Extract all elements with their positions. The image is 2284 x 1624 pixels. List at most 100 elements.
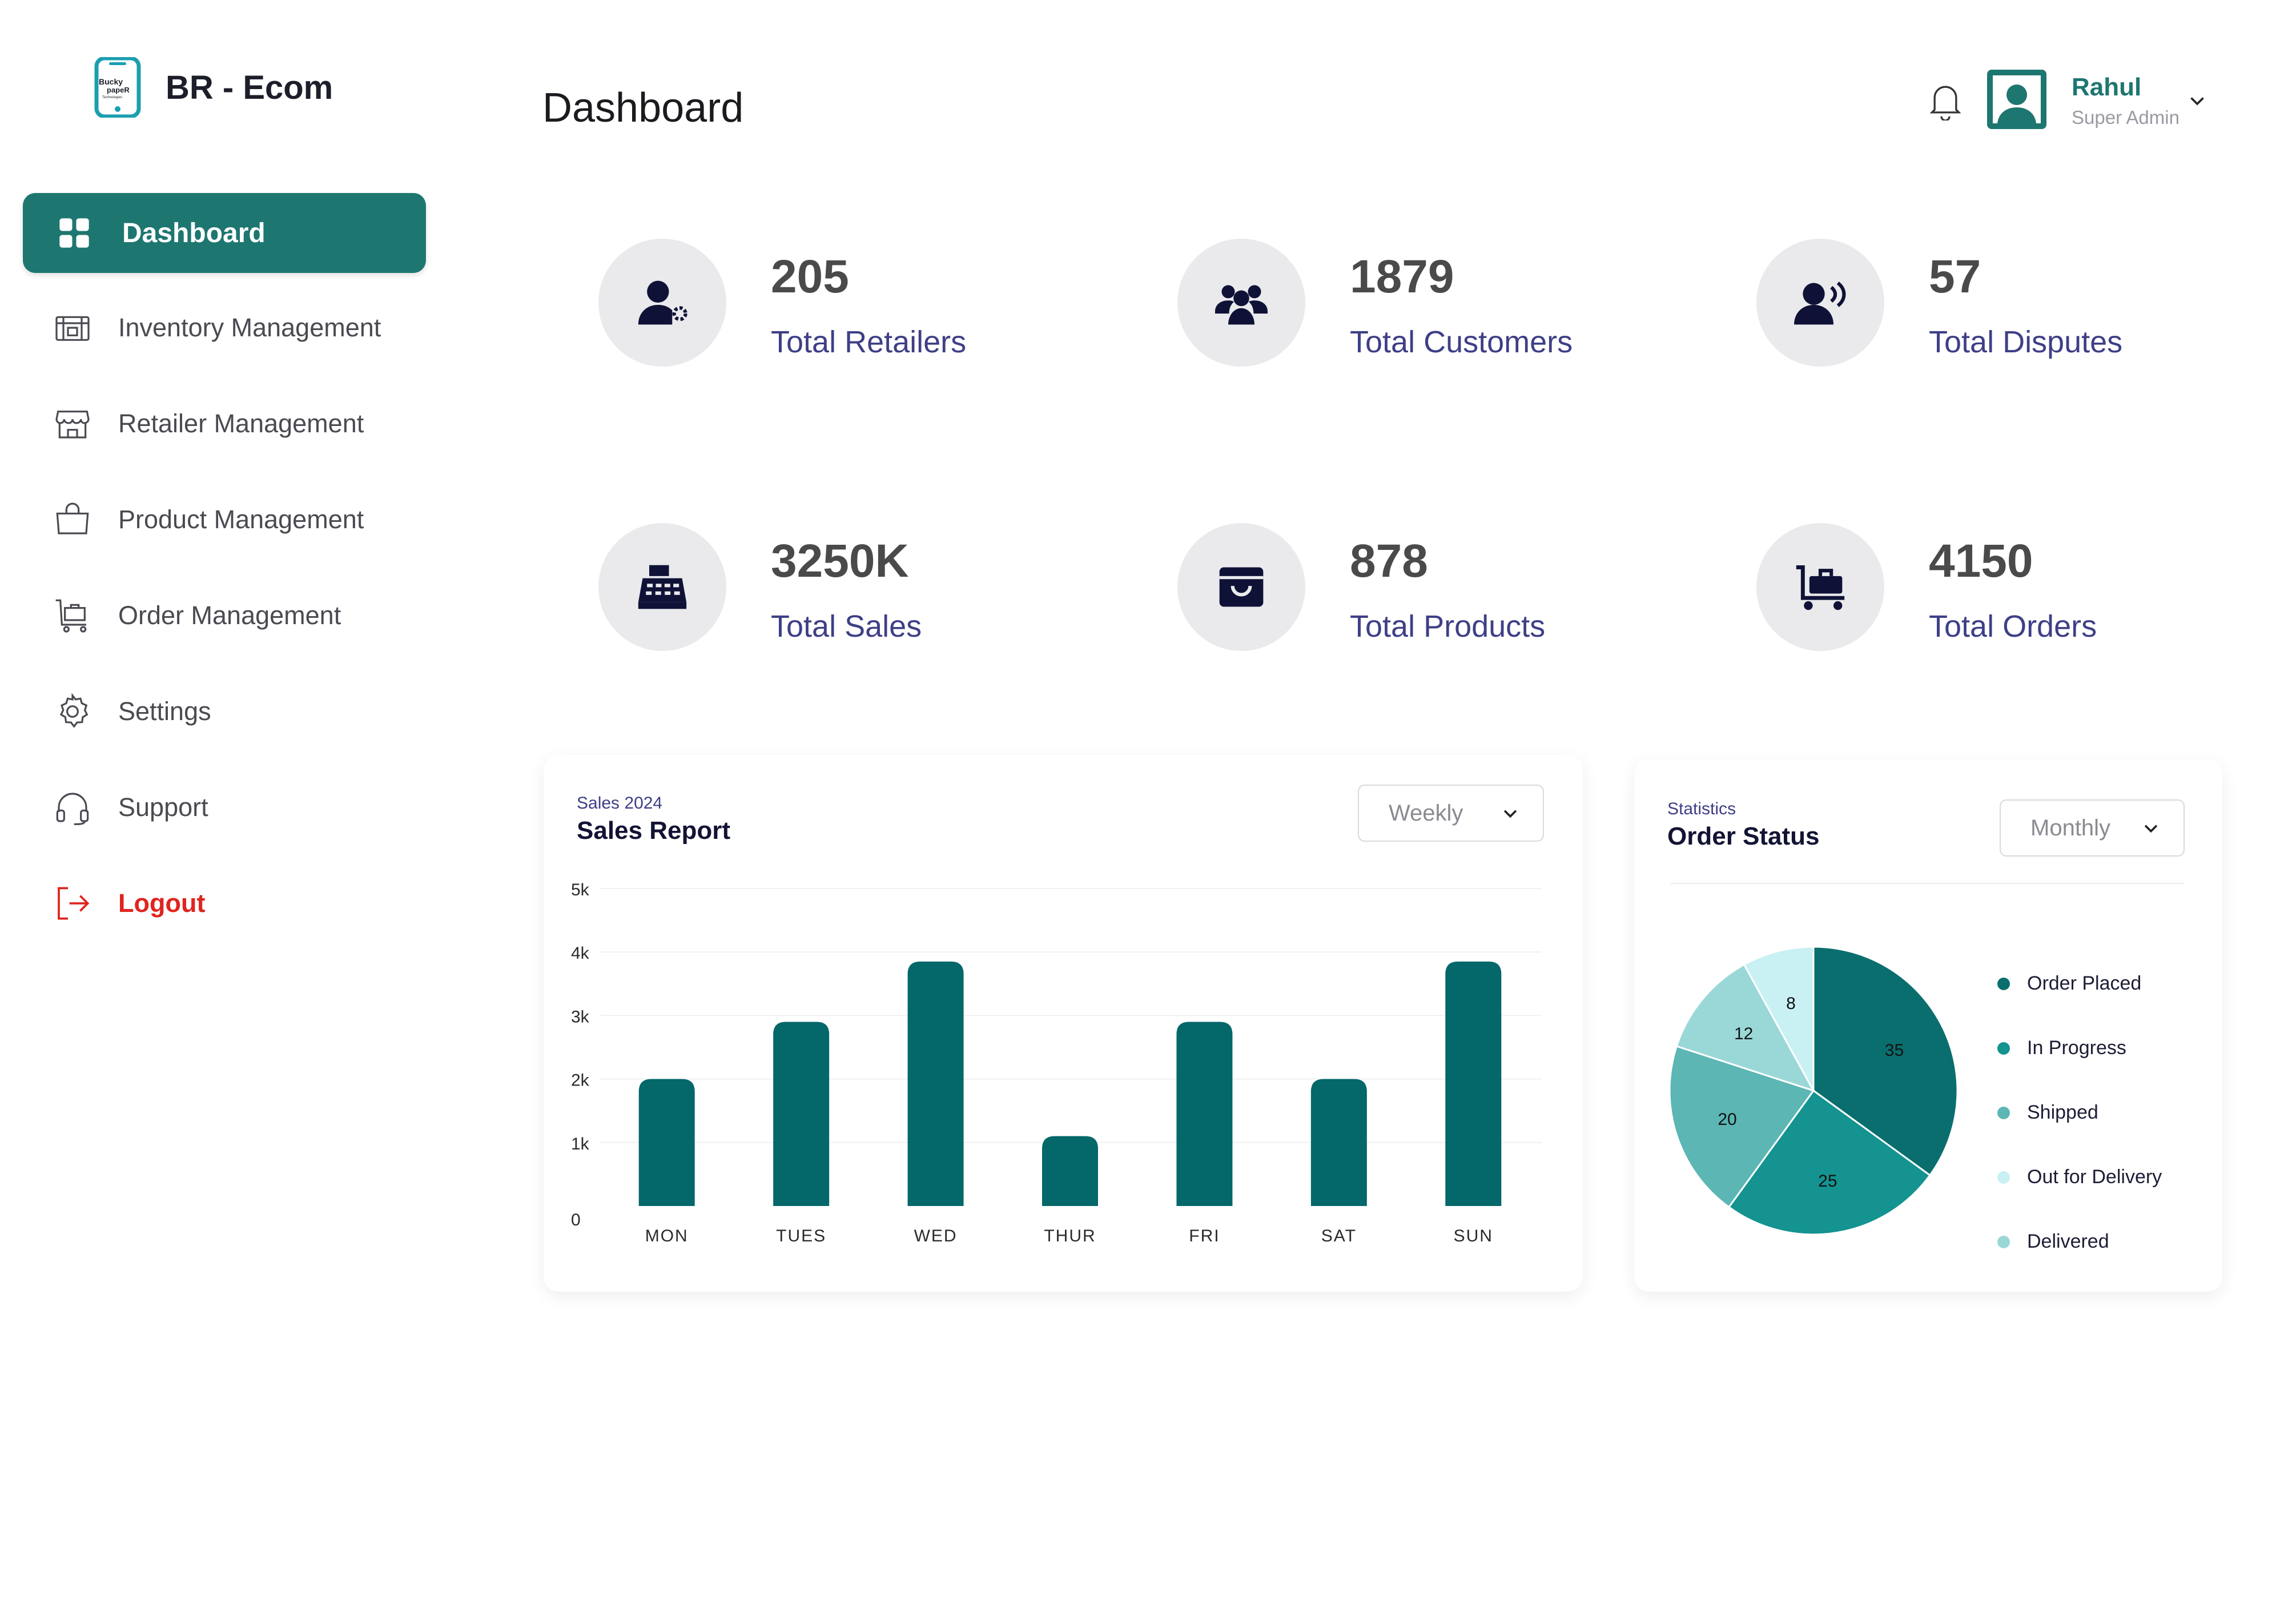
stat-label: Total Orders — [1929, 609, 2097, 644]
headset-icon — [56, 793, 89, 825]
pie-slice-order-placed[interactable] — [1812, 946, 1959, 1177]
bar-wed[interactable] — [907, 961, 964, 1206]
register-icon — [638, 565, 687, 609]
brand-name: BR - Ecom — [166, 69, 333, 106]
pie-slice-delivered[interactable] — [1675, 963, 1816, 1092]
chevron-down-icon[interactable] — [2187, 90, 2207, 111]
sales-period-dropdown[interactable]: Weekly — [1358, 785, 1544, 842]
user-name[interactable]: Rahul — [2072, 73, 2142, 101]
legend-item[interactable]: Out for Delivery — [1997, 1145, 2162, 1209]
legend-item[interactable]: In Progress — [1997, 1016, 2162, 1080]
stat-value: 57 — [1929, 251, 1981, 303]
x-tick-label: WED — [914, 1227, 958, 1245]
sales-report-subtitle: Sales 2024 — [577, 794, 663, 813]
bar-thur[interactable] — [1042, 1136, 1098, 1206]
sidebar-item-label: Inventory Management — [118, 313, 381, 342]
sidebar-item-label: Product Management — [118, 505, 364, 534]
pie-slice-label: 8 — [1786, 994, 1796, 1013]
sidebar-item-label: Retailer Management — [118, 409, 364, 438]
y-tick-label: 2k — [571, 1071, 590, 1090]
pie-legend: Order Placed In Progress Shipped Out for De… — [1997, 951, 2162, 1274]
stat-icon-circle — [598, 523, 726, 651]
legend-item[interactable]: Shipped — [1997, 1080, 2162, 1145]
sidebar-item-inventory-management[interactable]: Inventory Management — [23, 288, 426, 368]
legend-label: Shipped — [2027, 1102, 2098, 1123]
grid-icon — [59, 218, 89, 248]
pie-slice-label: 35 — [1885, 1041, 1904, 1060]
y-tick-label: 0 — [571, 1211, 581, 1229]
bar-mon[interactable] — [638, 1079, 695, 1206]
y-tick-label: 4k — [571, 944, 590, 963]
stat-value: 3250K — [771, 535, 909, 587]
sidebar-item-support[interactable]: Support — [23, 767, 426, 847]
sidebar-item-label: Order Management — [118, 601, 341, 630]
x-tick-label: FRI — [1189, 1227, 1220, 1245]
sidebar-item-order-management[interactable]: Order Management — [23, 576, 426, 656]
bell-icon[interactable] — [1929, 83, 1962, 120]
sidebar-item-label: Dashboard — [122, 218, 266, 248]
sidebar-item-product-management[interactable]: Product Management — [23, 480, 426, 560]
legend-label: Order Placed — [2027, 972, 2142, 994]
status-period-dropdown[interactable]: Monthly — [2000, 799, 2185, 857]
legend-item[interactable]: Order Placed — [1997, 951, 2162, 1016]
sidebar-item-label: Settings — [118, 697, 211, 726]
pie-slice-label: 12 — [1734, 1024, 1753, 1043]
retailer-icon — [638, 280, 687, 325]
sales-report-title: Sales Report — [577, 817, 730, 845]
chevron-down-icon — [1503, 810, 1517, 818]
sidebar-item-logout[interactable]: Logout — [23, 863, 426, 943]
bar-sat[interactable] — [1310, 1079, 1367, 1206]
x-tick-label: TUES — [776, 1227, 826, 1245]
stat-label: Total Customers — [1350, 325, 1573, 359]
sidebar-item-retailer-management[interactable]: Retailer Management — [23, 384, 426, 464]
page-title: Dashboard — [542, 85, 744, 131]
stat-label: Total Sales — [771, 609, 922, 644]
sidebar-item-dashboard[interactable]: Dashboard — [23, 193, 426, 273]
dispute-icon — [1794, 282, 1846, 325]
legend-dot — [1997, 1042, 2010, 1055]
avatar[interactable] — [1987, 70, 2046, 129]
sidebar-item-label: Support — [118, 793, 208, 822]
bag-icon — [56, 503, 89, 534]
pie-slice-label: 25 — [1818, 1172, 1837, 1191]
legend-label: Out for Delivery — [2027, 1166, 2162, 1188]
brand[interactable]: Bucky papeR Technologies BR - Ecom — [94, 57, 333, 118]
divider — [1671, 883, 2185, 884]
inventory-icon — [55, 316, 90, 341]
stat-total-sales: 3250K Total Sales — [598, 523, 1055, 654]
pie-slice-out-for-delivery[interactable] — [1743, 946, 1815, 1091]
legend-dot — [1997, 1171, 2010, 1184]
x-tick-label: THUR — [1044, 1227, 1096, 1245]
x-tick-label: SAT — [1321, 1227, 1357, 1245]
pie-slice-label: 20 — [1718, 1110, 1736, 1129]
stat-icon-circle — [1756, 239, 1884, 367]
svg-text:Technologies: Technologies — [102, 96, 122, 99]
legend-label: In Progress — [2027, 1037, 2126, 1059]
pie-slice-in-progress[interactable] — [1727, 1089, 1931, 1236]
y-tick-label: 5k — [571, 881, 590, 899]
svg-text:papeR: papeR — [107, 86, 130, 94]
legend-dot — [1997, 1235, 2010, 1248]
sidebar-item-settings[interactable]: Settings — [23, 672, 426, 751]
stat-icon-circle — [1177, 523, 1305, 651]
stat-total-disputes: 57 Total Disputes — [1756, 239, 2213, 370]
logout-icon — [58, 887, 90, 920]
x-tick-label: SUN — [1454, 1227, 1493, 1245]
stat-value: 4150 — [1929, 535, 2033, 587]
pie-slice-shipped[interactable] — [1668, 1045, 1815, 1208]
stat-value: 1879 — [1350, 251, 1454, 303]
y-tick-label: 1k — [571, 1135, 590, 1153]
customers-icon — [1215, 285, 1268, 325]
store-icon — [55, 411, 90, 439]
stat-total-customers: 1879 Total Customers — [1177, 239, 1634, 370]
bar-fri[interactable] — [1176, 1022, 1233, 1206]
sales-report-card: Sales 2024 Sales Report Weekly 0 1k 2k 3k 4k… — [544, 755, 1583, 1292]
legend-dot — [1997, 977, 2010, 990]
order-status-pie-chart: 35 25 20 12 8 — [1668, 946, 1959, 1236]
shopping-bag-icon — [1219, 567, 1264, 607]
svg-text:Bucky: Bucky — [99, 77, 123, 86]
stat-label: Total Disputes — [1929, 325, 2123, 359]
bar-sun[interactable] — [1445, 961, 1502, 1206]
legend-item[interactable]: Delivered — [1997, 1209, 2162, 1274]
bar-tues[interactable] — [773, 1022, 830, 1206]
